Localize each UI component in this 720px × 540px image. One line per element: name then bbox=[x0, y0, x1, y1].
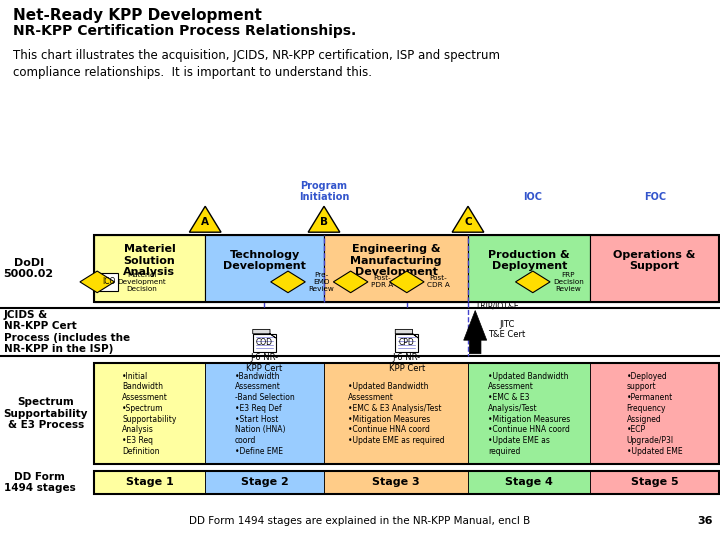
Text: CPD: CPD bbox=[399, 339, 415, 347]
Text: Stage 1: Stage 1 bbox=[125, 477, 174, 488]
Text: •Deployed
support
•Permanent
Frequency
Assigned
•ECP
Upgrade/P3I
•Updated EME: •Deployed support •Permanent Frequency A… bbox=[626, 372, 683, 456]
Text: •Bandwidth
Assessment
-Band Selection
•E3 Req Def
•Start Host
Nation (HNA)
coord: •Bandwidth Assessment -Band Selection •E… bbox=[235, 372, 294, 456]
Bar bbox=[94, 363, 719, 464]
Text: LRIP/IOT&E: LRIP/IOT&E bbox=[477, 301, 519, 310]
Bar bbox=[468, 235, 590, 302]
Text: FOC: FOC bbox=[644, 192, 666, 202]
Bar bbox=[590, 471, 719, 494]
Text: Materiel
Development
Decision: Materiel Development Decision bbox=[117, 272, 166, 292]
Text: J-6 NR-
KPP Cert: J-6 NR- KPP Cert bbox=[389, 353, 425, 373]
Text: B: B bbox=[320, 218, 328, 227]
Text: JITC
T&E Cert: JITC T&E Cert bbox=[488, 320, 526, 339]
Bar bbox=[324, 235, 468, 302]
Text: •Initial
Bandwidth
Assessment
•Spectrum
Supportability
Analysis
•E3 Req
Definiti: •Initial Bandwidth Assessment •Spectrum … bbox=[122, 372, 176, 456]
Bar bbox=[324, 363, 468, 464]
Polygon shape bbox=[452, 206, 484, 232]
Text: Technology
Development: Technology Development bbox=[223, 249, 306, 271]
Text: Spectrum
Supportability
& E3 Process: Spectrum Supportability & E3 Process bbox=[4, 397, 88, 430]
Text: Post-
PDR A: Post- PDR A bbox=[371, 275, 393, 288]
Text: •Updated Bandwidth
Assessment
•EMC & E3 Analysis/Test
•Mitigation Measures
•Cont: •Updated Bandwidth Assessment •EMC & E3 … bbox=[348, 382, 444, 445]
Text: Pre-
EMD
Review: Pre- EMD Review bbox=[308, 272, 334, 292]
Text: Stage 3: Stage 3 bbox=[372, 477, 420, 488]
Bar bbox=[324, 471, 468, 494]
Bar bbox=[253, 334, 276, 352]
Text: NR-KPP Certification Process Relationships.: NR-KPP Certification Process Relationshi… bbox=[13, 24, 356, 38]
Text: DD Form 1494 stages are explained in the NR-KPP Manual, encl B: DD Form 1494 stages are explained in the… bbox=[189, 516, 531, 526]
Text: JCIDS &
NR-KPP Cert
Process (includes the
NR-KPP in the ISP): JCIDS & NR-KPP Cert Process (includes th… bbox=[4, 310, 130, 354]
Text: Post-
CDR A: Post- CDR A bbox=[427, 275, 450, 288]
Text: IOC: IOC bbox=[523, 192, 542, 202]
Bar bbox=[468, 471, 590, 494]
Polygon shape bbox=[80, 271, 114, 293]
Bar bbox=[590, 235, 719, 302]
Text: 36: 36 bbox=[697, 516, 713, 526]
Polygon shape bbox=[253, 329, 276, 338]
Text: J-6 NR-
KPP Cert: J-6 NR- KPP Cert bbox=[246, 353, 282, 373]
Polygon shape bbox=[333, 271, 368, 293]
Polygon shape bbox=[395, 329, 418, 338]
Polygon shape bbox=[308, 206, 340, 232]
Text: Net-Ready KPP Development: Net-Ready KPP Development bbox=[13, 8, 262, 23]
Bar bbox=[590, 363, 719, 464]
Text: DoDI
5000.02: DoDI 5000.02 bbox=[4, 258, 54, 280]
Text: This chart illustrates the acquisition, JCIDS, NR-KPP certification, ISP and spe: This chart illustrates the acquisition, … bbox=[13, 49, 500, 79]
Bar bbox=[94, 235, 205, 302]
Bar bbox=[205, 363, 324, 464]
Text: Engineering &
Manufacturing
Development: Engineering & Manufacturing Development bbox=[350, 244, 442, 277]
Text: Operations &
Support: Operations & Support bbox=[613, 249, 696, 271]
Text: Production &
Deployment: Production & Deployment bbox=[488, 249, 570, 271]
Text: Program
Initiation: Program Initiation bbox=[299, 181, 349, 202]
Text: •Updated Bandwidth
Assessment
•EMC & E3
Analysis/Test
•Mitigation Measures
•Cont: •Updated Bandwidth Assessment •EMC & E3 … bbox=[488, 372, 570, 456]
Text: DD Form
1494 stages: DD Form 1494 stages bbox=[4, 472, 76, 494]
Bar bbox=[395, 334, 418, 352]
Bar bbox=[99, 273, 118, 291]
Bar bbox=[205, 235, 324, 302]
Polygon shape bbox=[516, 271, 550, 293]
Bar bbox=[94, 471, 719, 494]
Text: Stage 5: Stage 5 bbox=[631, 477, 678, 488]
Text: ICO: ICO bbox=[102, 278, 115, 286]
Polygon shape bbox=[271, 271, 305, 293]
Bar bbox=[468, 363, 590, 464]
Bar bbox=[94, 235, 719, 302]
Polygon shape bbox=[390, 271, 424, 293]
Text: C: C bbox=[464, 218, 472, 227]
Text: Materiel
Solution
Analysis: Materiel Solution Analysis bbox=[123, 244, 176, 277]
Text: A: A bbox=[201, 218, 210, 227]
Text: FRP
Decision
Review: FRP Decision Review bbox=[553, 272, 584, 292]
Text: Stage 4: Stage 4 bbox=[505, 477, 553, 488]
Bar bbox=[205, 471, 324, 494]
Text: Stage 2: Stage 2 bbox=[240, 477, 289, 488]
Bar bbox=[94, 471, 205, 494]
Text: COD: COD bbox=[256, 339, 273, 347]
Bar bbox=[94, 363, 205, 464]
Polygon shape bbox=[189, 206, 221, 232]
Polygon shape bbox=[464, 310, 487, 354]
